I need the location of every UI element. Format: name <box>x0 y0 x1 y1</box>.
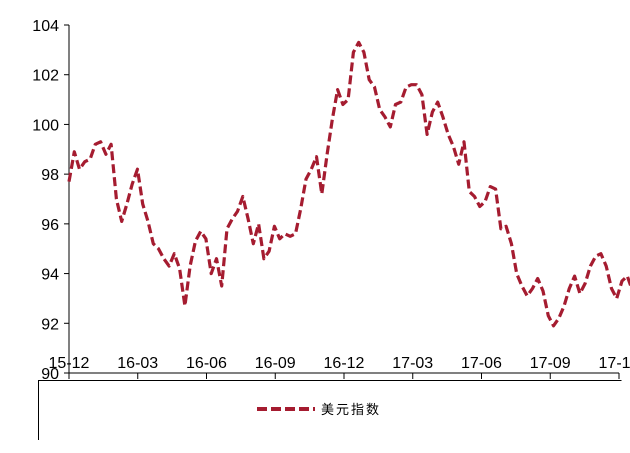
y-tick-label: 98 <box>41 167 59 184</box>
x-tick-label: 17-12 <box>599 355 630 372</box>
y-axis-ticks: 90 92 94 96 98 100 102 104 <box>32 18 69 380</box>
y-tick-label: 104 <box>32 18 59 35</box>
x-tick-label: 16-09 <box>255 355 296 372</box>
x-tick-label: 16-06 <box>186 355 227 372</box>
x-tick-label: 17-06 <box>461 355 502 372</box>
x-tick-label: 17-03 <box>392 355 433 372</box>
x-tick-label: 16-12 <box>324 355 365 372</box>
x-tick-label: 17-09 <box>530 355 571 372</box>
chart-axes <box>68 25 619 374</box>
legend-item-usd-index: 美元指数 <box>257 399 381 418</box>
y-tick-label: 96 <box>41 217 59 234</box>
x-axis-ticks: 15-12 16-03 16-06 16-09 16-12 17-03 17-06 17-09… <box>49 355 630 379</box>
x-tick-label: 15-12 <box>49 355 90 372</box>
x-tick-label: 16-03 <box>117 355 158 372</box>
legend: 美元指数 <box>38 380 622 440</box>
y-tick-label: 100 <box>32 117 59 134</box>
legend-swatch <box>257 406 315 411</box>
legend-label: 美元指数 <box>321 403 382 418</box>
series-line-usd-index <box>67 40 630 328</box>
y-tick-label: 92 <box>41 316 59 333</box>
chart-series <box>67 40 630 328</box>
y-tick-label: 102 <box>32 68 59 85</box>
y-tick-label: 94 <box>41 267 59 284</box>
line-chart: 90 92 94 96 98 100 102 104 15-12 16-03 16-06 16-09… <box>32 18 630 380</box>
y-tick-label: 90 <box>41 366 59 380</box>
